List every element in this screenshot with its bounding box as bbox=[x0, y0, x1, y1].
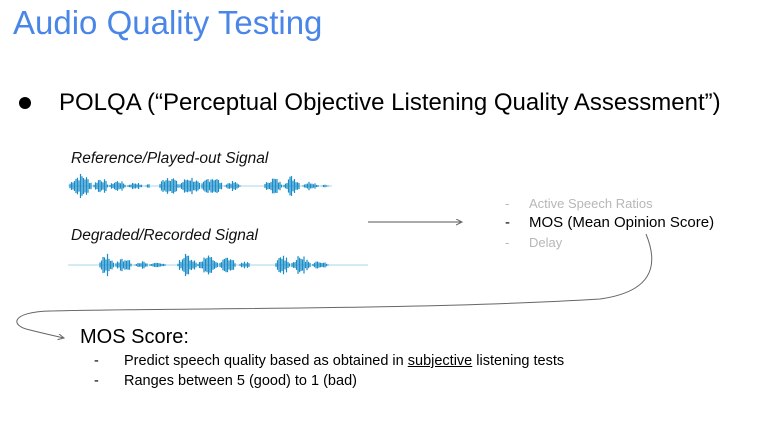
mos-item-text: Predict speech quality based as obtained… bbox=[124, 353, 564, 369]
mos-item-range: - Ranges between 5 (good) to 1 (bad) bbox=[94, 373, 694, 391]
reference-waveform bbox=[68, 173, 332, 199]
mos-dash: - bbox=[94, 353, 99, 369]
mos-callout-arrow bbox=[16, 233, 653, 338]
bullet-polqa-text: POLQA (“Perceptual Objective Listening Q… bbox=[59, 89, 721, 116]
reference-signal-label: Reference/Played-out Signal bbox=[71, 150, 269, 167]
output-label: MOS (Mean Opinion Score) bbox=[529, 214, 715, 231]
slide-title: Audio Quality Testing bbox=[13, 4, 323, 41]
mos-item-predict: - Predict speech quality based as obtain… bbox=[94, 353, 694, 371]
output-active-speech-ratios: - Active Speech Ratios bbox=[505, 196, 653, 211]
mos-text-before: Predict speech quality based as obtained… bbox=[124, 353, 408, 369]
output-dash: - bbox=[505, 196, 510, 211]
output-delay: - Delay bbox=[505, 235, 562, 250]
output-mos: - MOS (Mean Opinion Score) bbox=[505, 214, 714, 231]
mos-text-underlined: subjective bbox=[407, 353, 473, 369]
mos-dash: - bbox=[94, 373, 99, 389]
degraded-signal-label: Degraded/Recorded Signal bbox=[71, 227, 258, 244]
degraded-waveform bbox=[68, 253, 368, 277]
bullet-dot-icon bbox=[19, 97, 31, 109]
mos-score-heading: MOS Score: bbox=[80, 326, 189, 348]
mos-text-after: listening tests bbox=[472, 353, 565, 369]
mos-item-text: Ranges between 5 (good) to 1 (bad) bbox=[124, 373, 357, 389]
output-label: Delay bbox=[529, 235, 563, 250]
output-dash: - bbox=[505, 214, 510, 231]
output-label: Active Speech Ratios bbox=[529, 196, 653, 211]
output-dash: - bbox=[505, 235, 510, 250]
